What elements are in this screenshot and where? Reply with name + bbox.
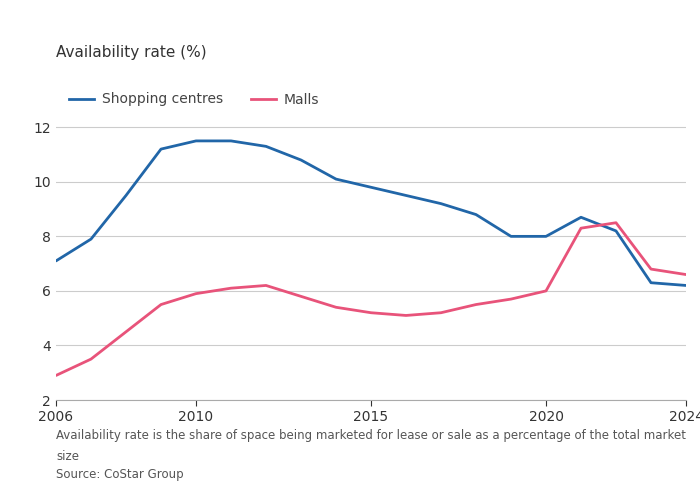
Legend: Shopping centres, Malls: Shopping centres, Malls — [63, 87, 325, 112]
Text: Source: CoStar Group: Source: CoStar Group — [56, 468, 183, 481]
Text: size: size — [56, 450, 79, 462]
Text: Availability rate is the share of space being marketed for lease or sale as a pe: Availability rate is the share of space … — [56, 430, 686, 442]
Text: Availability rate (%): Availability rate (%) — [56, 45, 206, 60]
